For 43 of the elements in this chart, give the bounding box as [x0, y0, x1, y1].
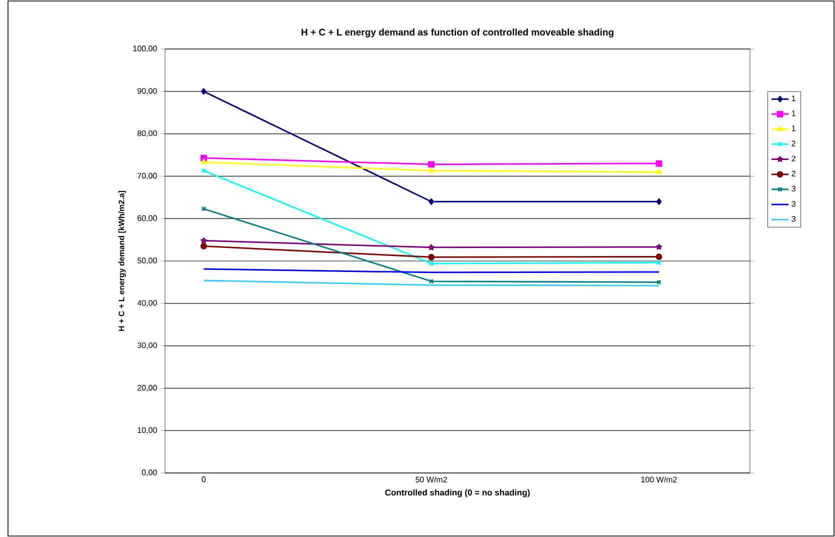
y-tick-label: 10,00: [138, 427, 157, 434]
y-tick-label: 90,00: [138, 88, 157, 95]
legend-label: 2: [792, 156, 796, 162]
point: [656, 198, 662, 205]
point: [201, 88, 206, 95]
point: [656, 244, 662, 250]
y-tick-label: 20,00: [138, 384, 157, 392]
chart-title: H + C + L energy demand as function of controlled moveable shading: [302, 28, 614, 38]
x-axis-title: Controlled shading (0 = no shading): [385, 489, 530, 498]
legend-label: 3: [792, 200, 796, 207]
point: [428, 161, 435, 168]
legend-label: 1: [792, 126, 796, 132]
y-tick-label: 0,00: [142, 470, 157, 476]
point: [428, 278, 434, 284]
point: [428, 167, 434, 173]
y-tick-label: 70,00: [138, 172, 157, 180]
y-tick-label: 80,00: [138, 130, 157, 138]
legend-label: 3: [792, 216, 796, 222]
y-tick-label: 30,00: [137, 342, 157, 350]
point: [428, 244, 434, 250]
legend-label: 2: [792, 140, 796, 146]
point: [656, 160, 662, 167]
point: [200, 242, 207, 250]
legend-label: 2: [792, 170, 796, 176]
y-tick-label: 100,00: [133, 46, 157, 52]
point: [200, 158, 207, 164]
point: [656, 254, 662, 260]
point: [428, 254, 435, 260]
x-tick-label: 0: [202, 476, 206, 482]
point: [200, 237, 207, 244]
y-tick-label: 40,00: [137, 300, 157, 307]
x-tick-label: 100 W/m2: [641, 476, 677, 482]
point: [656, 168, 662, 174]
y-tick-label: 60,00: [138, 215, 157, 222]
legend-label: 3: [792, 186, 796, 192]
y-axis-title: H + C + L energy demand [kWh/m2.a]: [118, 190, 126, 331]
y-tick-label: 50,00: [138, 258, 157, 264]
x-tick-label: 50 W/m2: [416, 476, 447, 482]
point: [428, 261, 434, 266]
point: [200, 154, 207, 162]
point: [428, 198, 434, 205]
legend-label: 1: [792, 96, 796, 102]
legend-label: 1: [792, 110, 796, 116]
